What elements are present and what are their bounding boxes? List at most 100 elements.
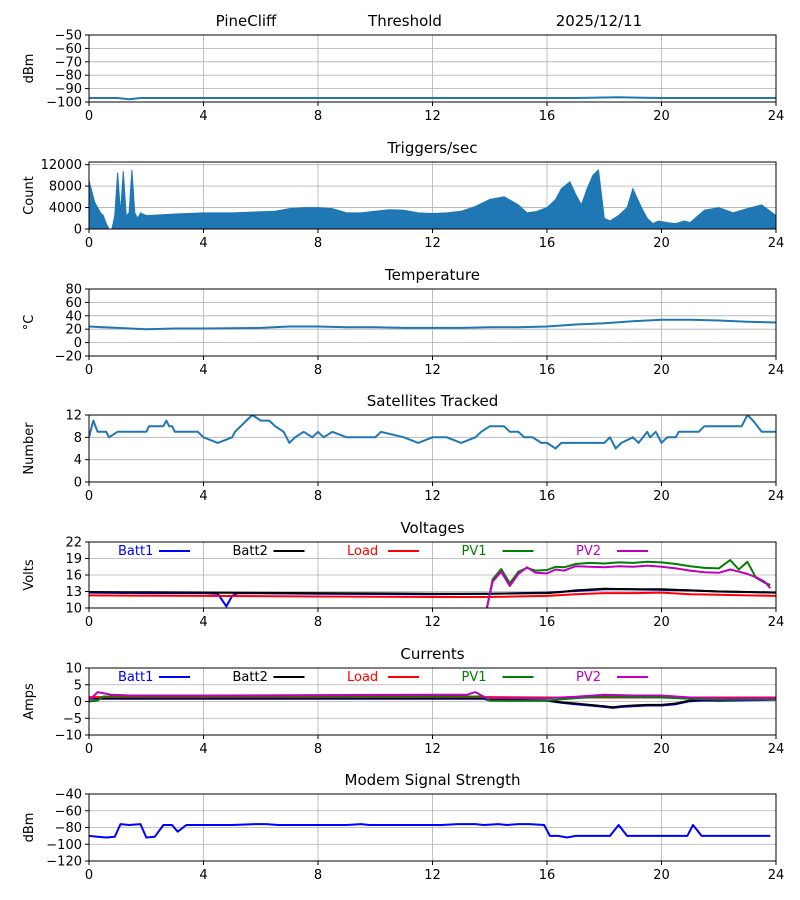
date-label: 2025/12/11	[556, 12, 642, 30]
x-tick-label: 12	[424, 489, 441, 504]
y-tick-label: 12000	[41, 158, 82, 173]
y-tick-label: 5	[74, 678, 82, 693]
series-group	[89, 318, 776, 331]
x-tick-label: 12	[424, 236, 441, 251]
y-tick-label: −5	[63, 712, 82, 727]
x-tick-label: 4	[199, 489, 207, 504]
legend: Batt1 Batt2 Load PV1 PV2	[118, 670, 648, 685]
legend-label-pv1: PV1	[462, 544, 487, 559]
y-tick-label: 16	[65, 569, 82, 584]
x-tick-label: 8	[314, 742, 322, 757]
x-tick-label: 4	[199, 236, 207, 251]
x-tick-label: 24	[768, 615, 785, 630]
legend-label-batt1: Batt1	[118, 544, 153, 559]
x-tick-label: 20	[653, 363, 670, 378]
x-tick-label: 0	[85, 109, 93, 124]
figure-header: PineCliff Threshold 2025/12/11	[216, 12, 643, 30]
series-pv1-line	[485, 559, 771, 608]
y-tick-label: 22	[65, 536, 82, 551]
x-tick-label: 4	[199, 615, 207, 630]
x-axis: 0 4 8 12 16 20 24	[85, 102, 784, 124]
chart-title: Modem Signal Strength	[345, 771, 521, 789]
x-tick-label: 12	[424, 615, 441, 630]
x-tick-label: 12	[424, 363, 441, 378]
x-tick-label: 20	[653, 868, 670, 883]
legend-label-load: Load	[347, 670, 378, 685]
series-modem-line	[89, 823, 771, 839]
x-tick-label: 4	[199, 868, 207, 883]
x-tick-label: 0	[85, 868, 93, 883]
chart-title: Temperature	[384, 266, 480, 284]
legend-label-batt2: Batt2	[233, 670, 268, 685]
legend: Batt1 Batt2 Load PV1 PV2	[118, 544, 648, 559]
series-pv2-line	[485, 564, 772, 608]
y-tick-label: −20	[55, 350, 82, 365]
y-axis: −120 −100 −80 −60−40	[46, 788, 89, 870]
x-tick-label: 24	[768, 363, 785, 378]
x-tick-label: 24	[768, 868, 785, 883]
y-axis-label: Count	[22, 176, 37, 215]
series-group	[89, 415, 776, 450]
y-axis-label: dBm	[22, 54, 37, 84]
y-tick-label: −90	[55, 82, 82, 97]
x-tick-label: 0	[85, 615, 93, 630]
x-tick-label: 12	[424, 109, 441, 124]
y-tick-label: 19	[65, 552, 82, 567]
x-tick-label: 0	[85, 489, 93, 504]
y-tick-label: 10	[65, 602, 82, 617]
x-tick-label: 8	[314, 489, 322, 504]
x-tick-label: 16	[539, 363, 556, 378]
y-tick-label: −60	[55, 804, 82, 819]
y-tick-label: −80	[55, 821, 82, 836]
panel-modem: 0 4 8 12 16 20 24 −120 −100 −80 −60−40 Modem Signal…	[22, 771, 784, 883]
chart-title: Triggers/sec	[387, 139, 478, 157]
series-temperature-line	[89, 318, 776, 331]
y-tick-label: 12	[65, 409, 82, 424]
x-tick-label: 16	[539, 868, 556, 883]
legend-label-load: Load	[347, 544, 378, 559]
y-tick-label: −100	[46, 838, 82, 853]
y-tick-label: −120	[46, 855, 82, 870]
series-pv2-line	[89, 691, 776, 702]
x-tick-label: 16	[539, 109, 556, 124]
y-tick-label: 8	[74, 431, 82, 446]
y-tick-label: −100	[46, 96, 82, 111]
x-tick-label: 24	[768, 742, 785, 757]
x-tick-label: 0	[85, 363, 93, 378]
legend-label-pv2: PV2	[576, 670, 601, 685]
x-tick-label: 8	[314, 868, 322, 883]
legend-label-pv2: PV2	[576, 544, 601, 559]
x-tick-label: 4	[199, 363, 207, 378]
x-tick-label: 16	[539, 615, 556, 630]
y-tick-label: 0	[74, 223, 82, 238]
x-tick-label: 24	[768, 109, 785, 124]
y-tick-label: −70	[55, 55, 82, 70]
panel-triggers: 0 4 8 12 16 20 24 0 4000 8000 12000 Triggers/sec Cou…	[22, 139, 784, 251]
x-axis: 0 4 8 12 16 20 24	[85, 482, 784, 504]
y-tick-label: 13	[65, 585, 82, 600]
y-tick-label: 60	[65, 296, 82, 311]
x-tick-label: 24	[768, 489, 785, 504]
y-tick-label: 80	[65, 283, 82, 298]
x-axis: 0 4 8 12 16 20 24	[85, 861, 784, 883]
x-tick-label: 20	[653, 742, 670, 757]
x-tick-label: 4	[199, 742, 207, 757]
y-axis: 0 4000 8000 12000	[41, 158, 89, 238]
station-name: PineCliff	[216, 12, 277, 30]
y-tick-label: 20	[65, 323, 82, 338]
series-satellites-line	[89, 415, 776, 450]
y-axis: −100−90−80−70−60−50	[46, 29, 89, 111]
x-axis: 0 4 8 12 16 20 24	[85, 229, 784, 251]
y-tick-label: 0	[74, 476, 82, 491]
y-axis-label: Number	[22, 422, 37, 475]
x-tick-label: 16	[539, 236, 556, 251]
x-tick-label: 8	[314, 236, 322, 251]
panel-satellites: 0 4 8 12 16 20 24 0 4 8 12 Satellites Tracked Number	[22, 392, 784, 504]
chart-title: Currents	[400, 645, 464, 663]
y-axis-label: Amps	[22, 683, 37, 720]
series-triggers-area	[89, 168, 776, 229]
